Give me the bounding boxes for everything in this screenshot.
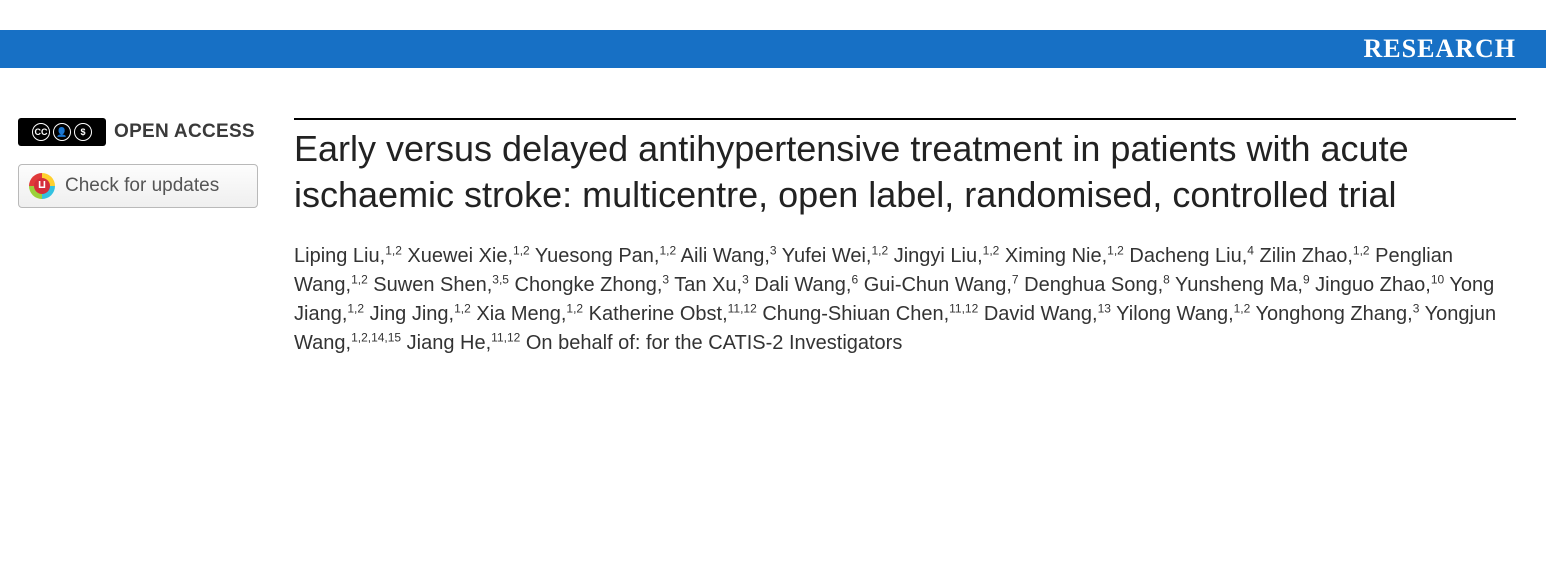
section-banner: RESEARCH [0,30,1546,68]
open-access-row: CC 👤 $ OPEN ACCESS [18,118,276,146]
nc-icon: $ [74,123,92,141]
by-icon: 👤 [53,123,71,141]
cc-icon: CC [32,123,50,141]
author-list: Liping Liu,1,2 Xuewei Xie,1,2 Yuesong Pa… [294,242,1516,358]
article-title: Early versus delayed antihypertensive tr… [294,126,1516,218]
check-updates-label: Check for updates [65,175,219,197]
content-area: CC 👤 $ OPEN ACCESS Check for updates Ear… [0,68,1546,358]
banner-label: RESEARCH [1364,34,1516,64]
check-updates-button[interactable]: Check for updates [18,164,258,208]
sidebar: CC 👤 $ OPEN ACCESS Check for updates [18,118,276,358]
open-access-label: OPEN ACCESS [114,121,255,143]
cc-license-badge: CC 👤 $ [18,118,106,146]
crossmark-icon [29,173,55,199]
article-main: Early versus delayed antihypertensive tr… [294,118,1516,358]
